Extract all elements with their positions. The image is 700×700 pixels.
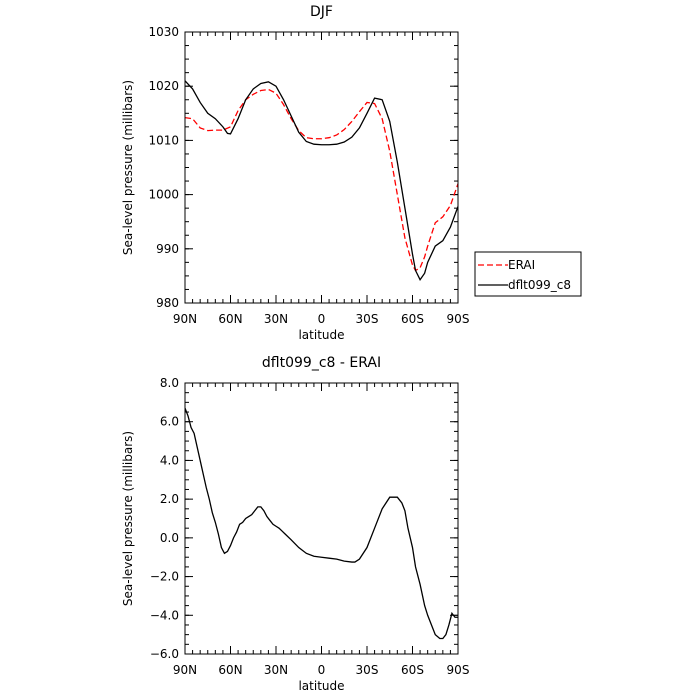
x-tick-label: 60S xyxy=(401,312,424,326)
y-tick-label: 980 xyxy=(156,296,179,310)
y-tick-label: 2.0 xyxy=(160,492,179,506)
legend-label: ERAI xyxy=(508,258,535,272)
y-tick-label: 8.0 xyxy=(160,376,179,390)
legend-box xyxy=(474,251,582,297)
y-tick-label: 1030 xyxy=(148,25,179,39)
bottom-panel-difference: dflt099_c8 - ERAI 90N 60N 30N 0 30S 60S 90S −6.0… xyxy=(121,355,469,693)
x-tick-label: 30N xyxy=(264,312,288,326)
plot-frame xyxy=(184,31,459,304)
x-tick-label: 60S xyxy=(401,663,424,677)
top-panel-djf: DJF 90N 60N 30N 0 30S 60S 90S 980 990 1000 1010 1020… xyxy=(121,4,582,342)
x-tick-label: 30S xyxy=(356,312,379,326)
y-tick-label: 1000 xyxy=(148,188,179,202)
x-tick-label: 0 xyxy=(318,312,326,326)
x-tick-label: 90N xyxy=(173,663,197,677)
x-tick-label: 30N xyxy=(264,663,288,677)
tick-marks xyxy=(184,382,459,655)
y-tick-label: 1010 xyxy=(148,133,179,147)
x-tick-label: 30S xyxy=(356,663,379,677)
legend-label: dflt099_c8 xyxy=(508,278,571,292)
y-tick-label: 990 xyxy=(156,242,179,256)
series-line-difference xyxy=(185,407,458,640)
x-tick-label: 90N xyxy=(173,312,197,326)
y-tick-label: 1020 xyxy=(148,79,179,93)
x-tick-label: 0 xyxy=(318,663,326,677)
x-tick-label: 90S xyxy=(447,663,470,677)
series-line-dflt099-c8 xyxy=(185,80,458,281)
legend: ERAI dflt099_c8 xyxy=(474,251,582,297)
y-tick-label: 4.0 xyxy=(160,453,179,467)
y-axis-label: Sea-level pressure (millibars) xyxy=(121,80,135,255)
y-axis-label: Sea-level pressure (millibars) xyxy=(121,431,135,606)
y-tick-label: 6.0 xyxy=(160,415,179,429)
chart-title: DJF xyxy=(310,4,333,20)
x-tick-label: 90S xyxy=(447,312,470,326)
y-tick-label: 0.0 xyxy=(160,531,179,545)
y-tick-label: −2.0 xyxy=(150,570,179,584)
x-tick-label: 60N xyxy=(218,663,242,677)
x-axis-label: latitude xyxy=(298,328,344,342)
tick-marks xyxy=(184,31,459,304)
x-tick-label: 60N xyxy=(218,312,242,326)
chart-title: dflt099_c8 - ERAI xyxy=(262,355,381,371)
y-tick-label: −4.0 xyxy=(150,608,179,622)
series-line-erai xyxy=(185,88,458,272)
y-tick-label: −6.0 xyxy=(150,647,179,661)
plot-frame xyxy=(184,382,459,655)
x-axis-label: latitude xyxy=(298,679,344,693)
